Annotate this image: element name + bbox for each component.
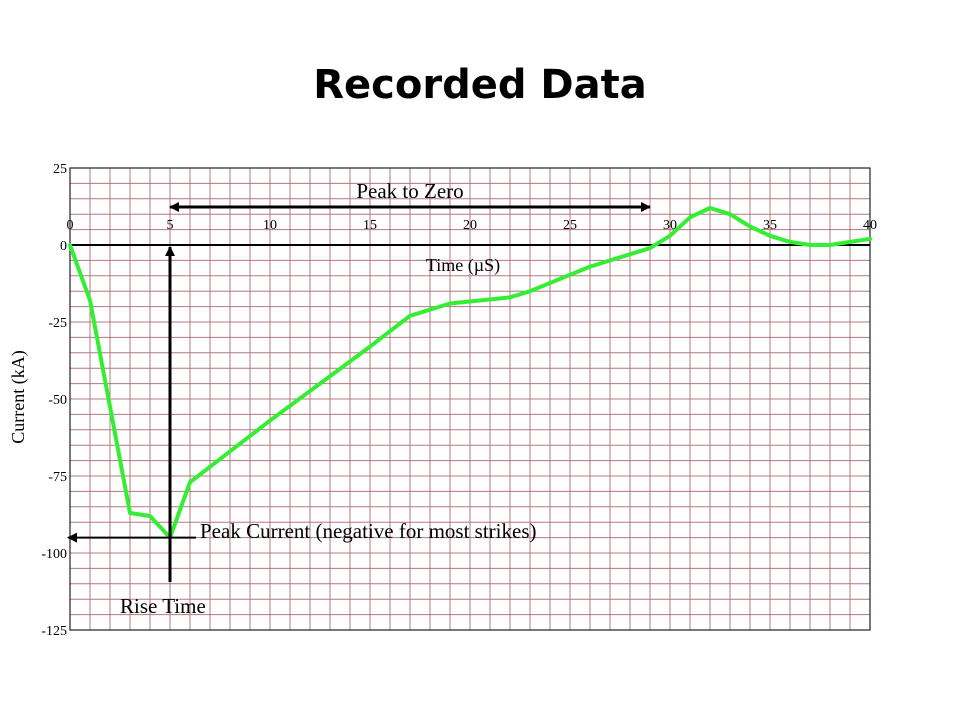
x-tick-label: 10 <box>263 218 277 233</box>
y-tick-label: -25 <box>48 316 67 331</box>
y-axis-label: Current (kA) <box>8 350 29 443</box>
chart-grid <box>69 167 871 631</box>
peak-to-zero-label: Peak to Zero <box>356 179 463 203</box>
x-axis-label: Time (µS) <box>426 255 500 276</box>
y-tick-label: 0 <box>60 239 67 254</box>
y-tick-label: -50 <box>48 393 67 408</box>
x-tick-label: 40 <box>863 218 877 233</box>
x-tick-label: 5 <box>167 218 174 233</box>
plot-frame <box>69 167 871 631</box>
y-tick-label: -75 <box>48 470 67 485</box>
tick-labels: 0 5 10 15 20 25 30 35 40 25 0 -25 -50 -75 -100 -125 <box>41 162 877 639</box>
x-tick-label: 30 <box>663 218 677 233</box>
x-tick-label: 0 <box>67 218 74 233</box>
y-tick-label: -100 <box>41 547 67 562</box>
plot-background <box>8 160 881 640</box>
series-line <box>68 206 872 540</box>
lightning-current-chart: 0 5 10 15 20 25 30 35 40 25 0 -25 -50 -75 -100 -125 Tim… <box>8 160 881 640</box>
slide-title: Recorded Data <box>313 62 647 108</box>
rise-time-label: Rise Time <box>120 594 206 618</box>
annotation-layer <box>67 202 651 582</box>
x-tick-label: 25 <box>563 218 577 233</box>
series-layer <box>68 206 872 540</box>
y-tick-label: -125 <box>41 624 67 639</box>
x-tick-label: 20 <box>463 218 477 233</box>
x-tick-label: 35 <box>763 218 777 233</box>
plot-border <box>69 167 871 631</box>
y-tick-label: 25 <box>53 162 67 177</box>
peak-current-label: Peak Current (negative for most strikes) <box>200 519 537 543</box>
x-tick-label: 15 <box>363 218 377 233</box>
